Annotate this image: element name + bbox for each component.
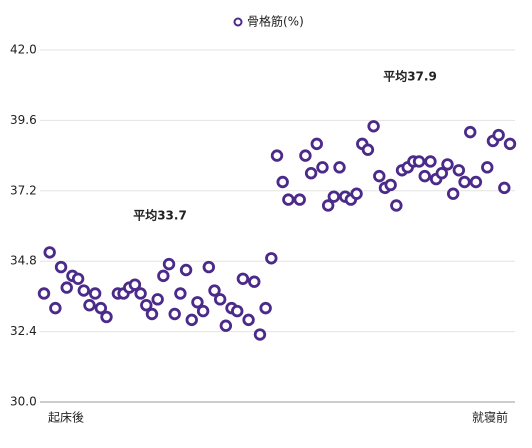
marker bbox=[276, 175, 289, 189]
marker bbox=[242, 313, 255, 327]
legend-marker bbox=[233, 17, 243, 27]
marker bbox=[174, 287, 187, 300]
marker bbox=[321, 199, 335, 212]
marker bbox=[367, 120, 380, 133]
marker bbox=[77, 284, 90, 297]
annotation: 平均33.7 bbox=[133, 208, 187, 223]
marker bbox=[179, 263, 193, 277]
y-tick-label: 32.4 bbox=[10, 324, 37, 338]
marker bbox=[316, 161, 329, 174]
marker bbox=[43, 246, 56, 259]
marker bbox=[162, 257, 176, 271]
marker bbox=[168, 307, 181, 321]
marker bbox=[373, 169, 386, 183]
marker bbox=[333, 161, 346, 174]
marker bbox=[83, 299, 96, 312]
marker bbox=[270, 149, 284, 162]
marker bbox=[253, 328, 267, 341]
marker bbox=[304, 166, 318, 180]
marker bbox=[196, 304, 210, 318]
legend-label: 骨格筋(%) bbox=[247, 14, 304, 29]
marker bbox=[202, 260, 216, 274]
marker bbox=[88, 287, 102, 300]
marker bbox=[435, 166, 449, 180]
y-tick-label: 39.6 bbox=[10, 113, 37, 127]
marker bbox=[384, 178, 397, 192]
marker bbox=[282, 193, 295, 206]
marker bbox=[469, 175, 483, 189]
marker bbox=[140, 299, 153, 312]
marker bbox=[208, 284, 221, 297]
marker bbox=[452, 164, 466, 177]
marker bbox=[157, 269, 170, 283]
marker bbox=[498, 181, 511, 195]
marker bbox=[219, 319, 233, 332]
marker bbox=[134, 287, 147, 300]
marker bbox=[71, 272, 85, 286]
marker bbox=[458, 175, 471, 189]
marker bbox=[37, 287, 51, 300]
marker bbox=[231, 304, 244, 318]
marker bbox=[293, 193, 306, 206]
marker bbox=[236, 272, 250, 286]
x-tick-label: 起床後 bbox=[48, 411, 84, 425]
marker bbox=[259, 301, 272, 315]
marker bbox=[446, 187, 460, 200]
marker bbox=[100, 310, 113, 324]
marker bbox=[503, 137, 517, 151]
marker bbox=[441, 158, 454, 171]
marker bbox=[54, 260, 68, 274]
marker bbox=[94, 301, 108, 315]
annotation: 平均37.9 bbox=[383, 69, 437, 84]
marker bbox=[418, 169, 431, 183]
y-tick-label: 42.0 bbox=[10, 43, 37, 57]
marker bbox=[265, 252, 278, 265]
y-tick-label: 37.2 bbox=[10, 183, 37, 197]
marker bbox=[361, 143, 375, 156]
y-tick-label: 30.0 bbox=[10, 395, 37, 409]
marker bbox=[191, 296, 204, 309]
x-tick-label: 就寝前 bbox=[472, 410, 508, 425]
marker bbox=[49, 301, 62, 315]
marker bbox=[299, 149, 312, 162]
marker bbox=[185, 313, 198, 327]
marker bbox=[464, 125, 477, 139]
marker bbox=[481, 161, 494, 174]
marker bbox=[213, 293, 227, 306]
marker bbox=[248, 275, 261, 288]
marker bbox=[60, 281, 73, 294]
marker bbox=[412, 155, 426, 168]
marker bbox=[390, 199, 403, 212]
marker bbox=[151, 293, 164, 306]
y-tick-label: 34.8 bbox=[10, 254, 37, 268]
marker bbox=[350, 187, 363, 200]
marker bbox=[327, 190, 341, 203]
marker bbox=[310, 137, 323, 151]
marker bbox=[145, 307, 159, 321]
marker bbox=[424, 155, 437, 168]
marker bbox=[128, 278, 142, 291]
marker bbox=[492, 128, 505, 142]
